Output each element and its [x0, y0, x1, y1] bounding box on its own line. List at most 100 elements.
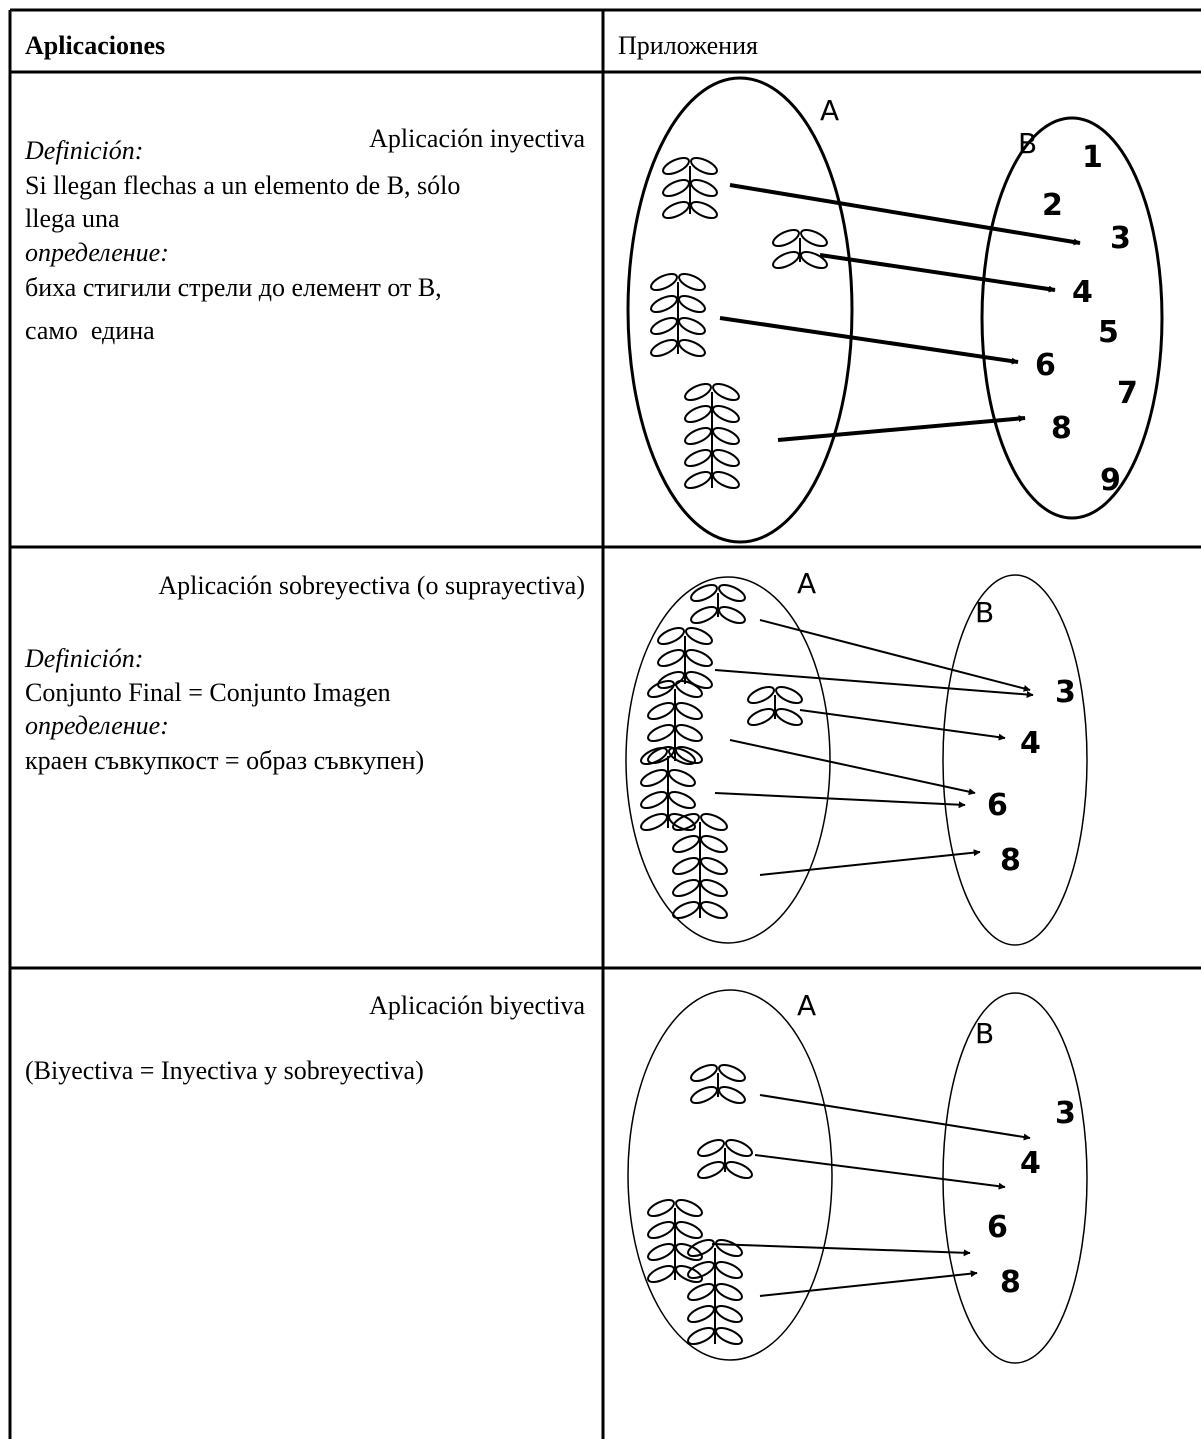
set-a — [627, 989, 833, 1361]
leaf — [700, 812, 728, 832]
leaf — [690, 583, 718, 603]
set-b-label: B — [975, 1017, 994, 1050]
row-title: Aplicación sobreyectiva (o suprayectiva) — [158, 571, 585, 600]
element-label: 4 — [1020, 1146, 1041, 1181]
leaf — [700, 834, 728, 854]
set-b-label: B — [1018, 127, 1037, 160]
plant-icon — [647, 679, 703, 765]
leaf — [712, 426, 740, 446]
leaf — [687, 1304, 715, 1324]
leaf — [657, 648, 685, 668]
leaf — [675, 679, 703, 699]
leaf — [725, 1138, 753, 1158]
row-text: llega una — [25, 204, 120, 233]
leaf — [687, 1238, 715, 1258]
plant-icon — [640, 746, 696, 832]
leaf — [662, 178, 690, 198]
leaf — [685, 626, 713, 646]
row-title: Aplicación inyectiva — [369, 124, 585, 153]
leaf — [725, 1160, 753, 1180]
plant-icon — [662, 156, 718, 220]
arrow — [819, 253, 1056, 293]
leaf — [675, 723, 703, 743]
leaf — [662, 156, 690, 176]
leaf — [647, 1198, 675, 1218]
row-title: Aplicación biyectiva — [369, 991, 585, 1020]
plant-icon — [747, 685, 803, 727]
arrow — [729, 739, 976, 796]
arrow — [714, 792, 966, 809]
leaf — [715, 1282, 743, 1302]
row-text: определение: — [25, 238, 169, 267]
set-b — [942, 574, 1088, 946]
leaf — [657, 626, 685, 646]
leaf — [690, 1063, 718, 1083]
leaf — [775, 707, 803, 727]
leaf — [640, 768, 668, 788]
leaf — [718, 1063, 746, 1083]
leaf — [747, 707, 775, 727]
leaf — [672, 834, 700, 854]
row-text: Si llegan flechas a un elemento de B, só… — [25, 171, 460, 200]
leaf — [668, 790, 696, 810]
set-a-label: A — [797, 567, 816, 600]
set-a-label: A — [820, 94, 839, 127]
leaf — [718, 605, 746, 625]
leaf — [687, 1282, 715, 1302]
leaf — [650, 272, 678, 292]
row-text: Definición: — [24, 644, 143, 673]
leaf — [668, 768, 696, 788]
leaf — [687, 1326, 715, 1346]
leaf — [647, 679, 675, 699]
leaf — [647, 701, 675, 721]
leaf — [684, 404, 712, 424]
leaf — [675, 1198, 703, 1218]
leaf — [718, 1085, 746, 1105]
plant-icon — [647, 1198, 703, 1284]
leaf — [675, 745, 703, 765]
arrow — [759, 1270, 978, 1297]
element-label: 9 — [1100, 463, 1121, 498]
leaf — [690, 1085, 718, 1105]
plant-icon — [657, 626, 713, 690]
element-label: 2 — [1042, 188, 1063, 223]
leaf — [690, 156, 718, 176]
plant-icon — [687, 1238, 743, 1346]
arrow — [759, 1094, 1031, 1141]
leaf — [675, 1220, 703, 1240]
leaf — [712, 404, 740, 424]
element-label: 6 — [1035, 348, 1056, 383]
row-text: Conjunto Final = Conjunto Imagen — [25, 678, 391, 707]
leaf — [684, 426, 712, 446]
leaf — [678, 294, 706, 314]
leaf — [640, 812, 668, 832]
leaf — [650, 338, 678, 358]
leaf — [687, 1260, 715, 1280]
row-text: (Biyectiva = Inyectiva y sobreyectiva) — [25, 1056, 424, 1085]
row-text: краен съвкупкост = образ съвкупен) — [25, 746, 424, 775]
element-label: 3 — [1110, 221, 1131, 256]
arrow — [759, 849, 981, 876]
element-label: 6 — [987, 1210, 1008, 1245]
element-label: 6 — [987, 788, 1008, 823]
element-label: 3 — [1055, 675, 1076, 710]
header-cell: Aplicaciones — [25, 31, 165, 60]
leaf — [772, 250, 800, 270]
leaf — [672, 878, 700, 898]
element-label: 1 — [1082, 140, 1103, 175]
arrow — [754, 1154, 1006, 1190]
plant-icon — [684, 382, 740, 490]
leaf — [647, 745, 675, 765]
leaf — [647, 1242, 675, 1262]
set-a — [625, 576, 831, 944]
leaf — [650, 294, 678, 314]
leaf — [715, 1260, 743, 1280]
set-b — [942, 992, 1088, 1364]
arrow — [799, 709, 1006, 741]
leaf — [678, 316, 706, 336]
leaf — [712, 470, 740, 490]
set-b-label: B — [975, 596, 994, 629]
leaf — [690, 605, 718, 625]
leaf — [640, 746, 668, 766]
leaf — [684, 470, 712, 490]
